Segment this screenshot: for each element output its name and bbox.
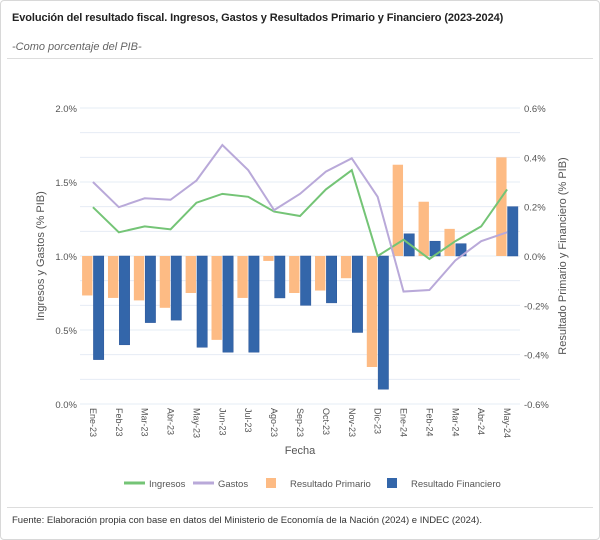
- y-left-tick-label: 0.5%: [55, 326, 77, 337]
- bar-resultado-primario: [392, 164, 404, 256]
- y-left-tick-label: 1.0%: [55, 252, 77, 263]
- legend: Ingresos Gastos Resultado Primario Resultad…: [124, 478, 501, 490]
- bar-resultado-financiero: [93, 255, 105, 360]
- x-tick-label: Abr-24: [476, 408, 486, 435]
- line-ingresos: [92, 168, 508, 261]
- bar-resultado-primario: [289, 256, 300, 293]
- x-axis-title: Fecha: [285, 445, 316, 457]
- y-right-tick-label: 0.0%: [524, 252, 546, 263]
- bar-resultado-financiero: [300, 255, 312, 306]
- y-right-tick-label: 0.2%: [524, 203, 546, 214]
- bar-resultado-financiero: [170, 255, 182, 321]
- x-tick-label: Ago-23: [269, 408, 279, 437]
- y-axis-left-title: Ingresos y Gastos (% PIB): [35, 191, 47, 321]
- x-tick-label: Jul-23: [243, 408, 253, 433]
- legend-label-resultado-financiero: Resultado Financiero: [411, 479, 501, 490]
- bar-resultado-primario: [366, 256, 378, 367]
- y-right-tick-label: 0.4%: [524, 153, 546, 164]
- y-right-tick-label: -0.2%: [524, 301, 549, 312]
- x-tick-label: Mar-24: [450, 408, 460, 437]
- divider: [7, 507, 593, 508]
- x-tick-label: Ene-23: [88, 408, 98, 437]
- x-tick-label: Abr-23: [166, 408, 176, 435]
- x-tick-label: Ene-24: [399, 408, 409, 437]
- bar-resultado-financiero: [196, 255, 208, 348]
- legend-swatch-resultado-financiero: [387, 478, 397, 488]
- bar-resultado-primario: [418, 201, 429, 256]
- chart-subtitle: -Como porcentaje del PIB-: [12, 41, 142, 53]
- bar-resultado-primario: [82, 256, 93, 296]
- bar-resultado-primario: [237, 256, 248, 298]
- source-note: Fuente: Elaboración propia con base en d…: [12, 515, 482, 526]
- y-axis-right-title: Resultado Primario y Financiero (% PIB): [557, 157, 569, 354]
- y-left-tick-label: 2.0%: [55, 104, 77, 115]
- bar-resultado-financiero: [248, 255, 260, 353]
- x-tick-label: May-24: [502, 408, 512, 438]
- bar-resultado-financiero: [326, 255, 337, 304]
- y-right-tick-label: 0.6%: [524, 104, 546, 115]
- x-tick-label: Jun-23: [217, 408, 227, 436]
- bar-resultado-primario: [159, 256, 171, 308]
- bar-resultado-primario: [107, 256, 119, 298]
- x-tick-label: Feb-23: [114, 408, 124, 437]
- x-tick-label: Mar-23: [140, 408, 150, 437]
- x-tick-label: Sep-23: [295, 408, 305, 437]
- combo-chart: 0.0% 0.5% 1.0% 1.5% 2.0% -0.6% -0.4% -0.2% 0.0% 0…: [35, 104, 569, 490]
- bar-resultado-primario: [496, 157, 507, 256]
- bar-resultado-financiero: [222, 255, 234, 353]
- divider: [7, 58, 593, 59]
- y-left-tick-label: 0.0%: [55, 400, 77, 411]
- legend-label-gastos: Gastos: [218, 479, 248, 490]
- y-left-tick-label: 1.5%: [55, 178, 77, 189]
- bar-resultado-financiero: [352, 255, 363, 333]
- x-tick-label: Nov-23: [347, 408, 357, 437]
- bar-resultado-primario: [263, 256, 274, 261]
- y-right-tick-label: -0.6%: [524, 400, 549, 411]
- x-tick-label: Feb-24: [424, 408, 434, 437]
- chart-title: Evolución del resultado fiscal. Ingresos…: [12, 12, 504, 24]
- bar-resultado-primario: [315, 256, 326, 291]
- bar-resultado-financiero: [507, 206, 519, 257]
- line-gastos: [92, 143, 508, 293]
- legend-label-ingresos: Ingresos: [149, 479, 186, 490]
- legend-swatch-resultado-primario: [266, 478, 276, 488]
- x-tick-label: May-23: [191, 408, 201, 438]
- bar-resultado-financiero: [274, 255, 286, 299]
- legend-label-resultado-primario: Resultado Primario: [290, 479, 371, 490]
- bar-resultado-financiero: [144, 255, 156, 323]
- bar-resultado-financiero: [119, 255, 130, 346]
- bar-resultado-financiero: [377, 255, 389, 390]
- y-right-tick-label: -0.4%: [524, 351, 549, 362]
- x-tick-label: Dic-23: [373, 408, 383, 434]
- bar-resultado-primario: [133, 256, 145, 301]
- bar-resultado-primario: [340, 256, 352, 279]
- bar-resultado-primario: [444, 228, 455, 256]
- bar-resultado-primario: [185, 256, 196, 293]
- bar-resultado-primario: [211, 256, 222, 340]
- x-tick-label: Oct-23: [321, 408, 331, 435]
